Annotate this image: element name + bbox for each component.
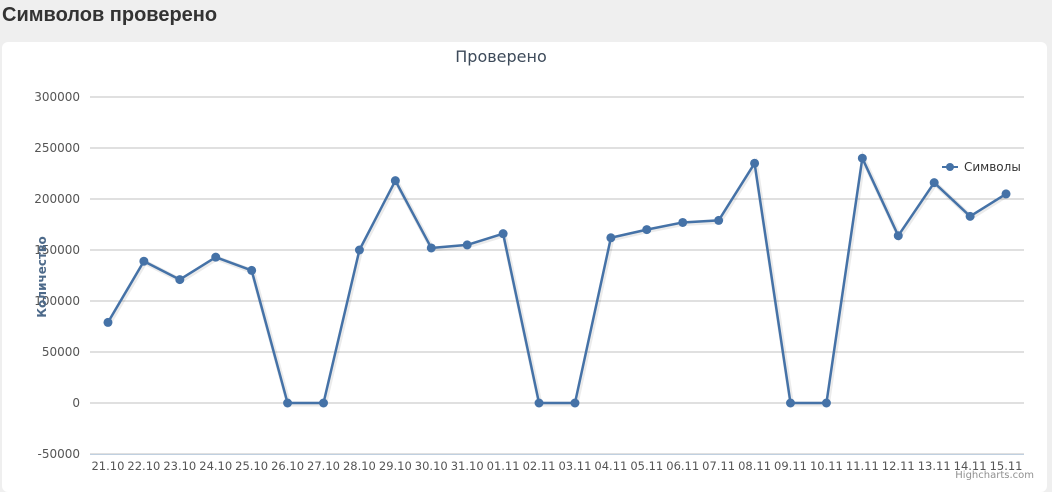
data-point[interactable] [965,211,975,221]
x-tick-label: 07.11 [702,459,735,473]
data-point[interactable] [390,176,400,186]
data-point[interactable] [139,256,149,266]
x-tick-label: 03.11 [558,459,591,473]
x-tick-label: 05.11 [630,459,663,473]
line-chart: Проверено 300000 250000 200000 150000 100000… [34,47,1034,481]
x-tick-label: 04.11 [594,459,627,473]
x-tick-label: 21.10 [91,459,124,473]
chart-title: Проверено [455,47,547,66]
data-point[interactable] [606,233,616,243]
y-tick-label: -50000 [37,447,80,461]
data-point[interactable] [929,178,939,188]
x-tick-label: 08.11 [738,459,771,473]
x-tick-label: 13.11 [918,459,951,473]
data-point[interactable] [714,215,724,225]
y-tick-label: 100000 [34,294,80,308]
data-point[interactable] [857,153,867,163]
data-point[interactable] [175,275,185,285]
x-tick-label: 06.11 [666,459,699,473]
data-point[interactable] [211,252,221,262]
data-point[interactable] [570,398,580,408]
page-title: Символов проверено [2,4,218,26]
x-tick-label: 10.11 [810,459,843,473]
x-tick-label: 28.10 [343,459,376,473]
data-point[interactable] [354,245,364,255]
y-tick-label: 250000 [34,141,80,155]
data-point[interactable] [103,317,113,327]
x-tick-label: 31.10 [451,459,484,473]
legend-item-simvoly: Символы [964,160,1021,174]
x-tick-label: 12.11 [882,459,915,473]
series-line-shadow [106,150,1009,407]
x-tick-label: 11.11 [846,459,879,473]
x-tick-label: 29.10 [379,459,412,473]
data-point[interactable] [498,229,508,239]
data-point[interactable] [319,398,328,408]
chart-panel: Проверено 300000 250000 200000 150000 100000… [2,42,1047,492]
x-tick-label: 26.10 [271,459,304,473]
series-line [106,156,1007,405]
x-tick-label: 09.11 [774,459,807,473]
y-tick-label: 150000 [34,243,80,257]
data-point[interactable] [1001,189,1011,199]
x-tick-label: 14.11 [954,459,987,473]
data-point[interactable] [462,240,472,250]
x-tick-label: 23.10 [163,459,196,473]
x-tick-label: 01.11 [487,459,520,473]
x-tick-label: 22.10 [127,459,160,473]
y-tick-label: 50000 [42,345,80,359]
data-point[interactable] [426,243,436,253]
data-point[interactable] [283,398,293,408]
data-point[interactable] [821,398,831,408]
data-point[interactable] [750,158,760,168]
y-axis-label: Количество [35,236,49,318]
data-point[interactable] [678,217,688,227]
legend-dot-marker [946,163,954,171]
legend[interactable]: Символы [942,160,1021,174]
y-tick-label: 200000 [34,192,80,206]
y-tick-label: 300000 [34,90,80,104]
data-point[interactable] [534,398,544,408]
x-tick-label: 27.10 [307,459,340,473]
x-tick-label: 25.10 [235,459,268,473]
y-tick-label: 0 [72,396,80,410]
data-point[interactable] [786,398,795,408]
x-tick-label: 24.10 [199,459,232,473]
x-tick-label: 30.10 [415,459,448,473]
x-tick-label: 15.11 [990,459,1023,473]
x-tick-label: 02.11 [523,459,556,473]
data-point[interactable] [642,225,652,235]
data-point[interactable] [247,265,257,275]
data-point[interactable] [893,231,903,241]
credits-link[interactable]: Highcharts.com [955,470,1034,481]
